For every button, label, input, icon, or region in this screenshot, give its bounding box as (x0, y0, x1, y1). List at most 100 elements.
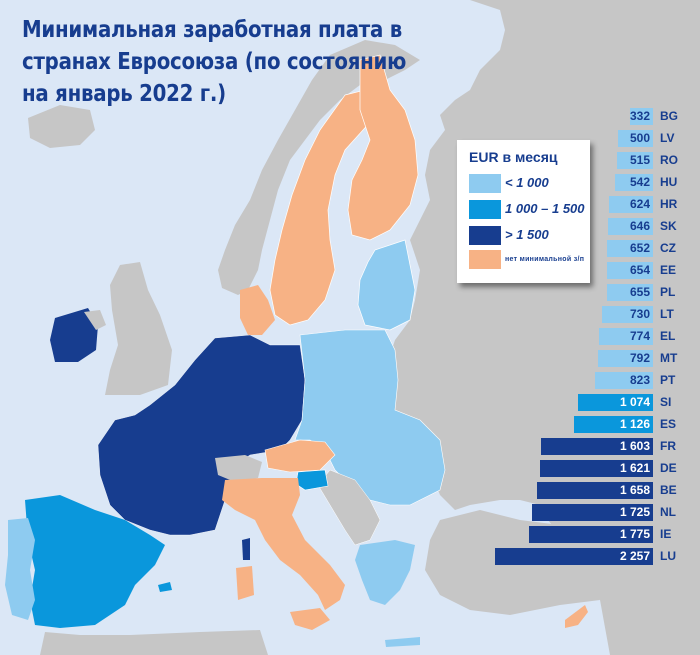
n-ireland-land (84, 310, 106, 330)
bar-row-si: 1 074 SI (0, 394, 700, 412)
bar-country-code: HU (660, 175, 678, 189)
bar: 646 (608, 218, 653, 235)
legend-swatch-low (469, 174, 501, 193)
bar: 774 (599, 328, 653, 345)
bar-country-code: SI (660, 395, 672, 409)
bar-value: 500 (629, 131, 650, 145)
balkans-land (317, 469, 381, 546)
bar-row-nl: 1 725 NL (0, 504, 700, 522)
legend-swatch-mid (469, 200, 501, 219)
bar-value: 792 (629, 351, 650, 365)
bar-row-ie: 1 775 IE (0, 526, 700, 544)
bar-row-hr: 624 HR (0, 196, 700, 214)
bar: 500 (618, 130, 653, 147)
denmark-land (240, 285, 275, 335)
bar-row-sk: 646 SK (0, 218, 700, 236)
ireland-land (50, 308, 98, 362)
bar-country-code: EL (660, 329, 676, 343)
bar-value: 1 725 (619, 505, 650, 519)
bar: 624 (609, 196, 653, 213)
bar-country-code: ES (660, 417, 677, 431)
austria-land (264, 439, 336, 473)
bar-country-code: BE (660, 483, 677, 497)
bar-value: 730 (629, 307, 650, 321)
bar-row-lt: 730 LT (0, 306, 700, 324)
bar: 542 (615, 174, 653, 191)
bar: 1 621 (540, 460, 653, 477)
chart-title: Минимальная заработная плата в странах Е… (22, 14, 407, 110)
bar: 1 603 (541, 438, 653, 455)
bar-value: 1 621 (619, 461, 650, 475)
bar-value: 1 603 (619, 439, 650, 453)
bar-country-code: PT (660, 373, 676, 387)
legend-label-mid: 1 000 – 1 500 (505, 201, 585, 216)
bar-value: 1 658 (619, 483, 650, 497)
bar: 652 (607, 240, 653, 257)
bar-value: 1 074 (619, 395, 650, 409)
bar-country-code: MT (660, 351, 678, 365)
spain-land (25, 495, 165, 628)
title-line-3: на январь 2022 г.) (22, 81, 226, 107)
finland-land (347, 54, 419, 241)
bar: 1 074 (578, 394, 653, 411)
bar: 823 (595, 372, 653, 389)
bar: 332 (630, 108, 653, 125)
greece-land (355, 540, 415, 605)
norway-land (218, 40, 420, 295)
bar-row-el: 774 EL (0, 328, 700, 346)
iceland-land (28, 105, 95, 148)
bar-value: 1 775 (619, 527, 650, 541)
bar-value: 2 257 (619, 549, 650, 563)
legend-header: EUR в месяц (469, 149, 558, 165)
bar-country-code: IE (660, 527, 672, 541)
bar-row-bg: 332 BG (0, 108, 700, 126)
bar-country-code: HR (660, 197, 678, 211)
italy-land (222, 478, 345, 610)
corsica-land (242, 538, 250, 560)
bar: 654 (607, 262, 653, 279)
bar-value: 332 (629, 109, 650, 123)
bar-country-code: LV (660, 131, 675, 145)
sweden-land (269, 89, 373, 326)
bar-value: 652 (629, 241, 650, 255)
bar-row-ro: 515 RO (0, 152, 700, 170)
crete-land (385, 637, 420, 647)
bar-country-code: CZ (660, 241, 676, 255)
bar: 1 126 (574, 416, 653, 433)
bar-country-code: SK (660, 219, 677, 233)
cyprus-land (565, 605, 588, 628)
bar-country-code: DE (660, 461, 677, 475)
bar-value: 542 (629, 175, 650, 189)
uk-land (105, 262, 172, 395)
sicily-land (290, 608, 330, 630)
legend-label-high: > 1 500 (505, 227, 549, 242)
bar-row-be: 1 658 BE (0, 482, 700, 500)
portugal-land (5, 518, 35, 620)
title-line-2: странах Евросоюза (по состоянию (22, 49, 407, 75)
legend: EUR в месяц < 1 000 1 000 – 1 500 > 1 50… (457, 140, 590, 283)
bar-country-code: PL (660, 285, 676, 299)
sardinia-land (236, 566, 254, 600)
bar-row-de: 1 621 DE (0, 460, 700, 478)
bar-country-code: RO (660, 153, 678, 167)
bar: 730 (602, 306, 653, 323)
legend-label-none: нет минимальной з/п (505, 256, 585, 263)
bar-country-code: FR (660, 439, 676, 453)
bar-row-lv: 500 LV (0, 130, 700, 148)
bar-country-code: LT (660, 307, 674, 321)
bar-row-pt: 823 PT (0, 372, 700, 390)
balearics-land (158, 582, 172, 592)
switzerland-land (215, 455, 262, 482)
bar-country-code: LU (660, 549, 676, 563)
bar-row-fr: 1 603 FR (0, 438, 700, 456)
bar: 2 257 (495, 548, 653, 565)
bar-row-mt: 792 MT (0, 350, 700, 368)
bar: 1 658 (537, 482, 653, 499)
bar-value: 655 (629, 285, 650, 299)
legend-swatch-none (469, 250, 501, 269)
bar-row-lu: 2 257 LU (0, 548, 700, 566)
bar-country-code: BG (660, 109, 678, 123)
bar-country-code: NL (660, 505, 676, 519)
bar-row-cz: 652 CZ (0, 240, 700, 258)
